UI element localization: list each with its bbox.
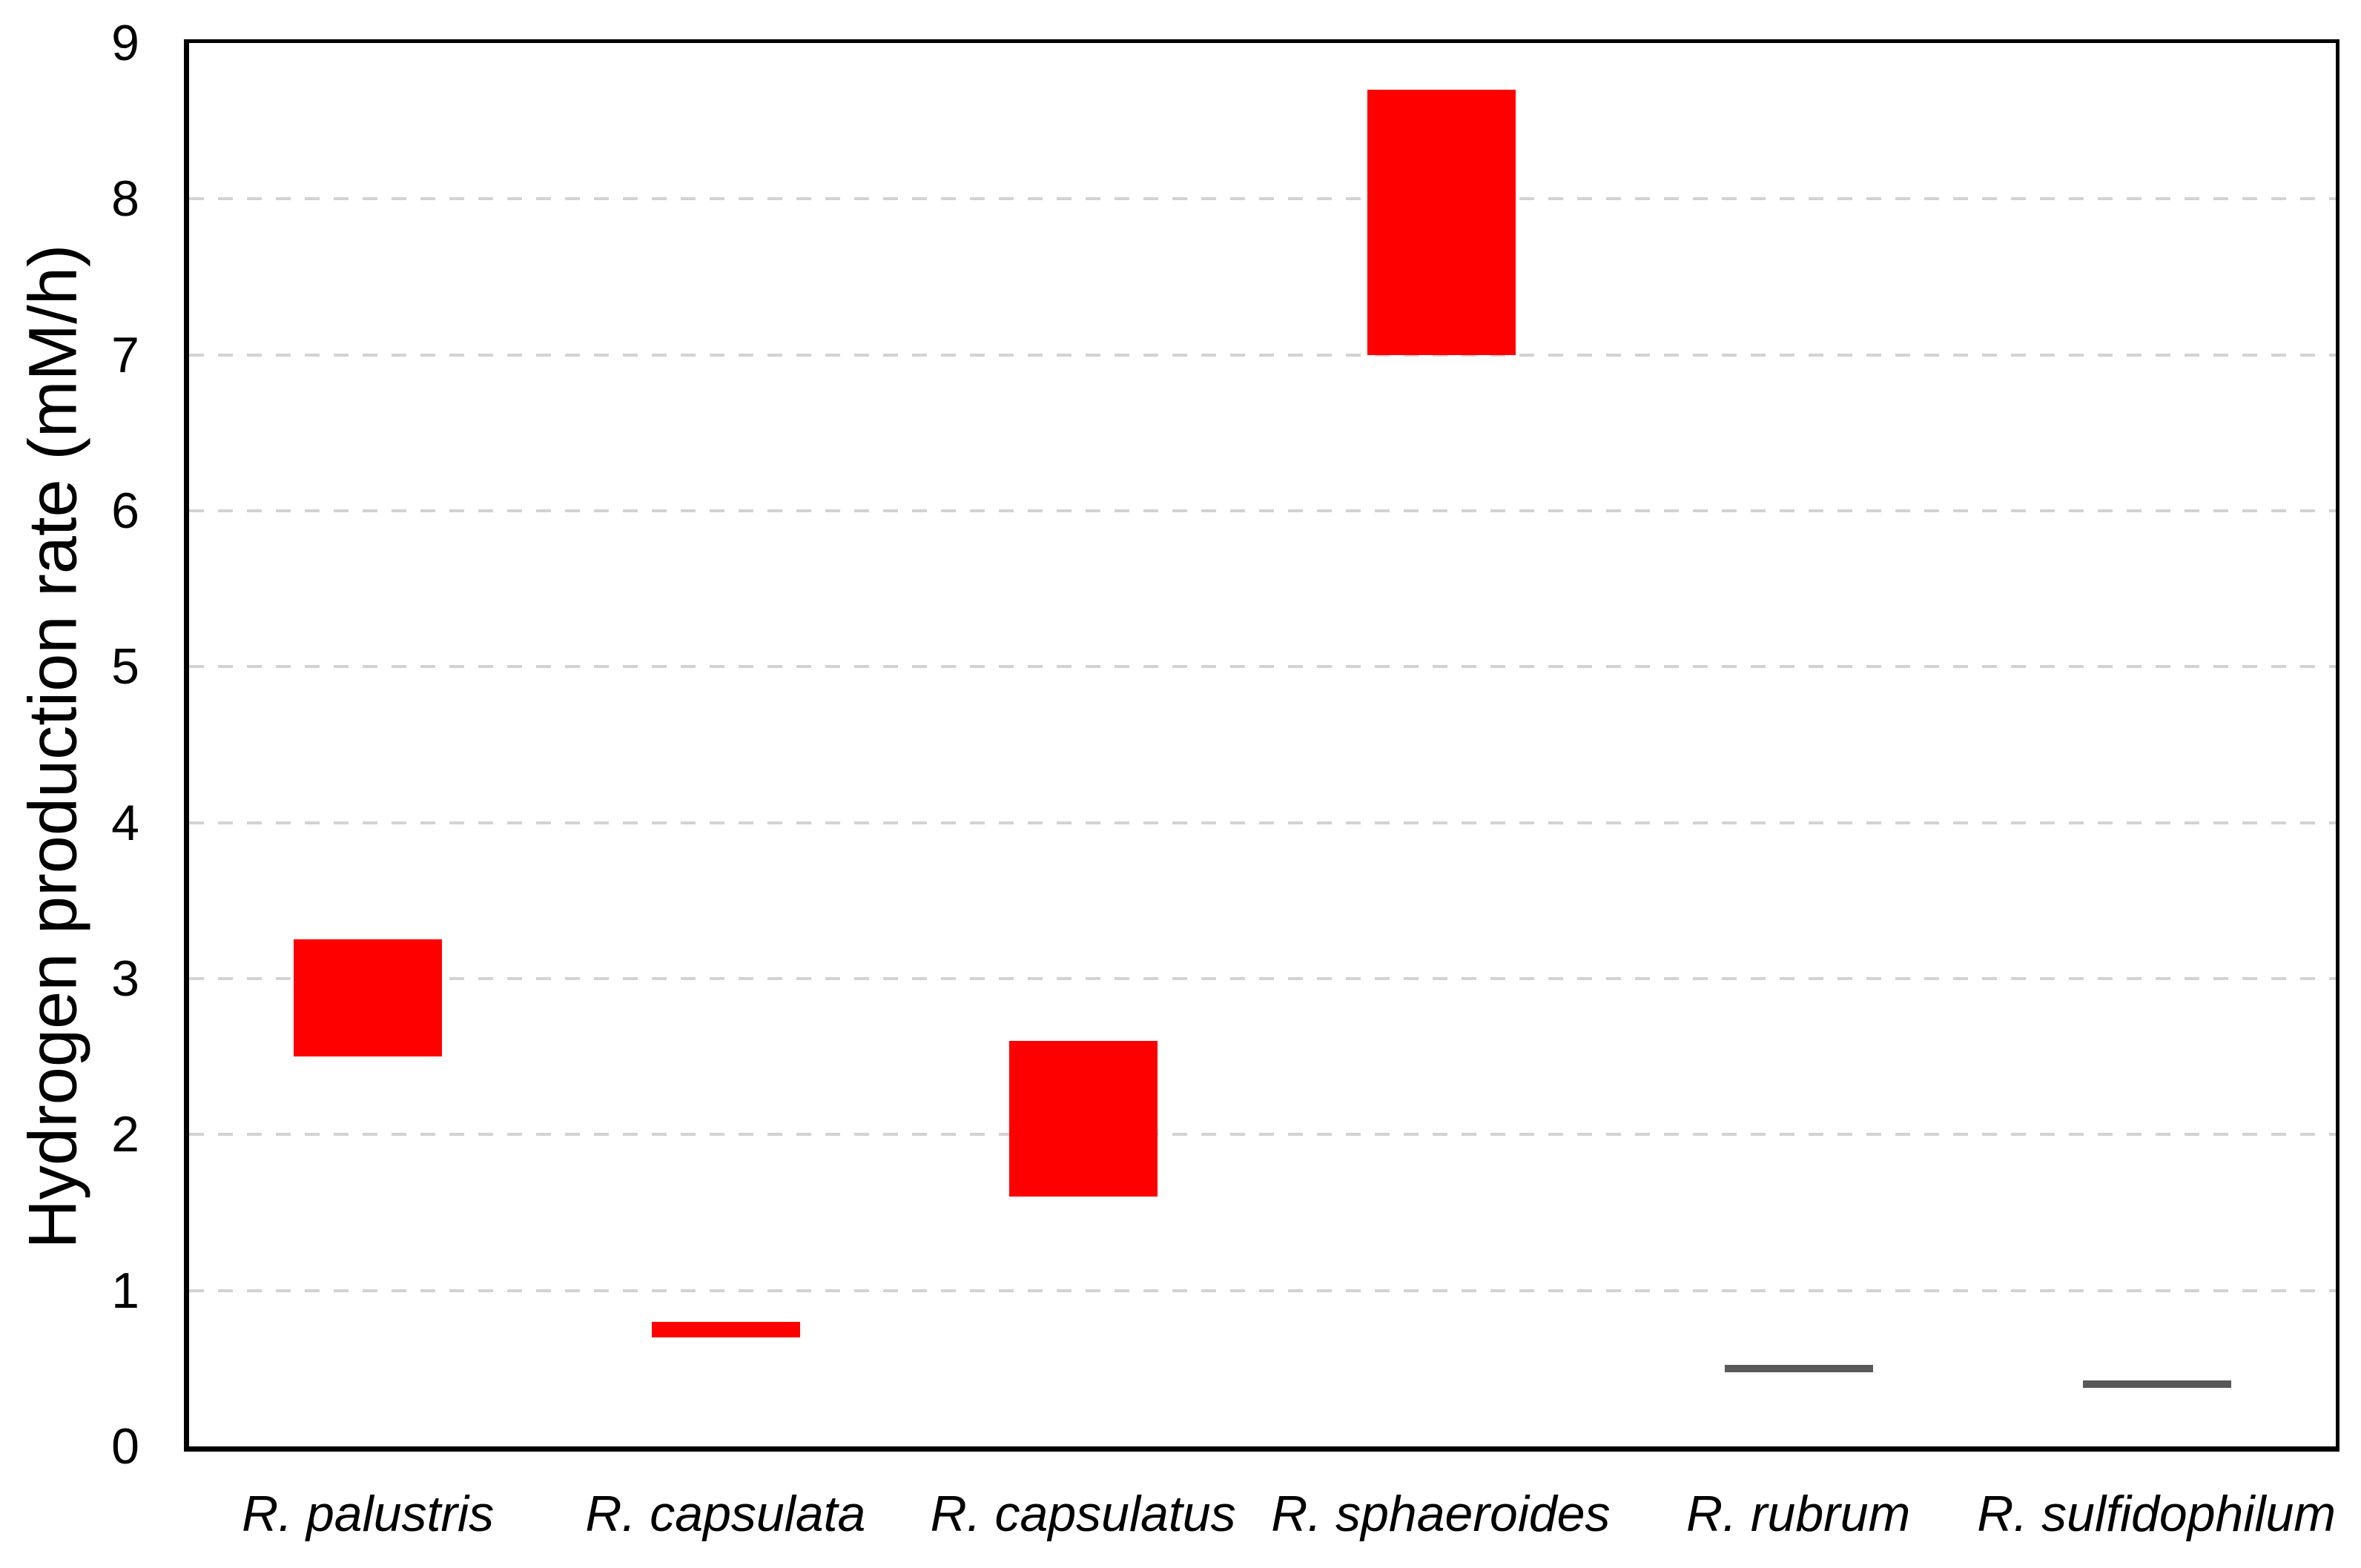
x-category-label-r-sulfidophilum: R. sulfidophilum <box>1977 1486 2337 1542</box>
x-category-label-r-sphaeroides: R. sphaeroides <box>1271 1486 1611 1542</box>
gridline-8 <box>189 197 2336 201</box>
gridline-4 <box>189 821 2336 824</box>
y-tick-label-3: 3 <box>111 950 139 1007</box>
x-category-label-r-palustris: R. palustris <box>242 1486 495 1542</box>
y-tick-label-8: 8 <box>111 171 139 228</box>
plot-area <box>184 39 2339 1452</box>
y-tick-label-2: 2 <box>111 1106 139 1163</box>
bar-r-sulfidophilum <box>2082 1380 2231 1388</box>
y-tick-label-4: 4 <box>111 794 139 851</box>
gridline-6 <box>189 509 2336 512</box>
y-tick-label-7: 7 <box>111 326 139 383</box>
y-tick-label-6: 6 <box>111 483 139 539</box>
bar-r-palustris <box>294 939 443 1057</box>
y-tick-label-5: 5 <box>111 638 139 695</box>
gridline-2 <box>189 1133 2336 1137</box>
y-tick-label-0: 0 <box>111 1418 139 1475</box>
y-tick-label-1: 1 <box>111 1262 139 1319</box>
y-tick-label-9: 9 <box>111 15 139 71</box>
x-category-label-r-capsulatus: R. capsulatus <box>930 1486 1236 1542</box>
x-category-label-r-capsulata: R. capsulata <box>585 1486 866 1542</box>
bar-r-sphaeroides <box>1367 90 1516 355</box>
x-category-label-r-rubrum: R. rubrum <box>1685 1486 1911 1542</box>
gridline-5 <box>189 665 2336 669</box>
gridline-1 <box>189 1289 2336 1292</box>
y-axis-title: Hydrogen production rate (mM/h) <box>15 244 91 1249</box>
bar-r-rubrum <box>1725 1364 1874 1372</box>
gridline-3 <box>189 977 2336 980</box>
x-axis-category-labels: R. palustris R. capsulata R. capsulatus R. … <box>189 1477 2336 1558</box>
plot-inner <box>189 43 2336 1446</box>
bar-r-capsulatus <box>1009 1041 1158 1197</box>
gridline-7 <box>189 353 2336 357</box>
bar-r-capsulata <box>651 1321 800 1337</box>
